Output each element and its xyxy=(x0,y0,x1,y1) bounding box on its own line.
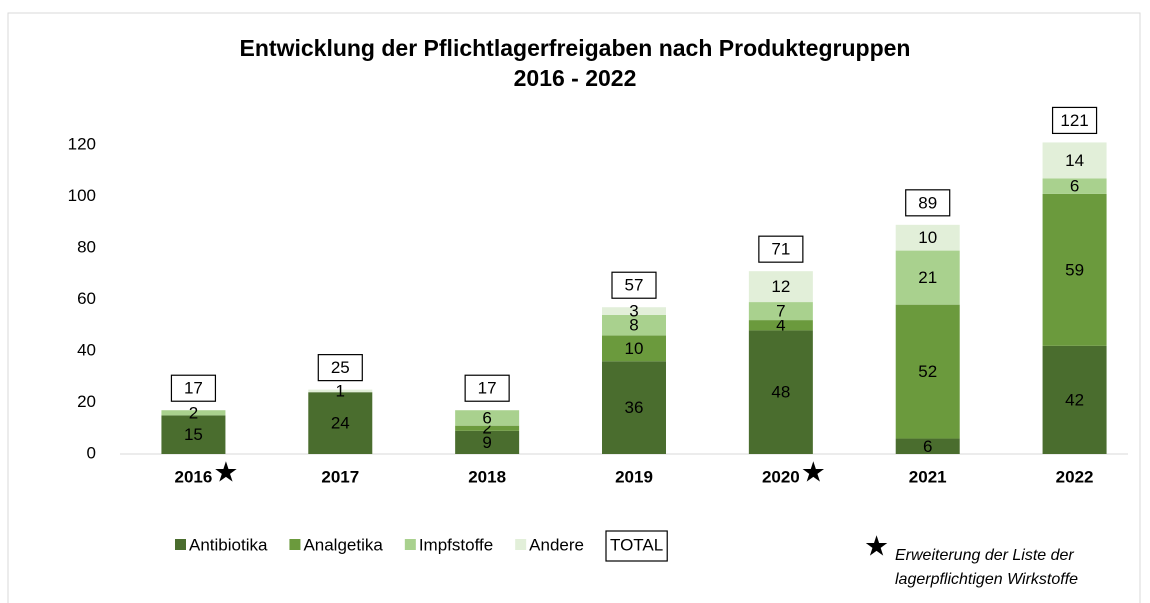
bar-segment xyxy=(895,224,960,251)
legend-swatch xyxy=(515,539,527,550)
chart-frame xyxy=(7,12,1141,603)
y-tick-label: 60 xyxy=(77,289,96,308)
bar-segment xyxy=(895,304,960,439)
data-label: 42 xyxy=(1065,390,1084,409)
bar-segment xyxy=(602,314,666,336)
data-label: 52 xyxy=(918,362,937,381)
total-label: 25 xyxy=(331,358,350,377)
legend-label: Impfstoffe xyxy=(419,535,493,554)
x-tick-label: 2016 xyxy=(175,467,213,486)
bar-segment xyxy=(308,392,373,454)
total-box xyxy=(317,354,363,382)
legend-swatch xyxy=(175,539,186,550)
total-box xyxy=(170,374,217,402)
x-tick-label: 2018 xyxy=(468,467,506,486)
footnote: Erweiterung der Liste der xyxy=(895,547,1074,564)
y-tick-label: 80 xyxy=(77,237,96,256)
data-label: 21 xyxy=(918,268,937,287)
data-label: 6 xyxy=(1070,177,1079,196)
x-tick-label: 2017 xyxy=(321,467,359,486)
y-tick-label: 0 xyxy=(87,443,96,462)
total-label: 17 xyxy=(478,379,497,398)
data-label: 8 xyxy=(629,316,638,335)
y-tick-label: 100 xyxy=(68,186,96,205)
marker-star: ★ xyxy=(213,456,238,487)
total-label: 57 xyxy=(625,276,644,295)
data-label: 14 xyxy=(1065,151,1084,170)
data-label: 24 xyxy=(331,414,350,433)
y-tick-label: 120 xyxy=(68,134,96,153)
data-label: 59 xyxy=(1065,260,1084,279)
bar-segment xyxy=(308,389,373,393)
y-tick-label: 40 xyxy=(77,340,96,359)
legend-swatch xyxy=(289,539,301,550)
total-label: 71 xyxy=(771,240,790,259)
bar-segment xyxy=(748,302,813,321)
bar-segment xyxy=(1042,178,1107,194)
bar-segment xyxy=(1042,345,1107,454)
legend-label: Andere xyxy=(529,535,584,554)
bar-segment xyxy=(161,410,226,416)
legend-label: TOTAL xyxy=(610,535,663,554)
bar-segment xyxy=(602,335,666,362)
data-label: 10 xyxy=(918,228,937,247)
chart-title: Entwicklung der Pflichtlagerfreigaben na… xyxy=(240,35,911,61)
bar-segment xyxy=(748,320,813,331)
bar-segment xyxy=(455,430,520,454)
bar-segment xyxy=(1042,142,1107,179)
footnote: lagerpflichtigen Wirkstoffe xyxy=(895,571,1078,588)
bar-segment xyxy=(455,425,520,431)
y-tick-label: 20 xyxy=(77,392,96,411)
data-label: 4 xyxy=(776,316,785,335)
bar-segment xyxy=(602,307,666,315)
marker-star: ★ xyxy=(801,456,826,487)
total-box xyxy=(464,374,510,402)
x-tick-label: 2021 xyxy=(909,467,947,486)
total-box xyxy=(758,235,804,263)
bar-segment xyxy=(161,415,226,454)
bar-segment xyxy=(748,330,813,454)
bar-segment xyxy=(748,271,813,303)
data-label: 36 xyxy=(625,398,644,417)
total-label: 17 xyxy=(184,379,203,398)
total-label: 121 xyxy=(1060,111,1088,130)
data-label: 1 xyxy=(336,381,345,400)
total-box xyxy=(611,271,657,299)
bar-segment xyxy=(455,410,520,426)
legend-total-box xyxy=(605,530,668,562)
legend-swatch xyxy=(404,539,416,550)
bar-segment xyxy=(895,250,960,305)
data-label: 3 xyxy=(629,302,638,321)
data-label: 2 xyxy=(482,419,491,438)
data-label: 15 xyxy=(184,425,203,444)
data-label: 7 xyxy=(776,302,785,321)
chart-title: 2016 - 2022 xyxy=(514,65,637,91)
legend-label: Analgetika xyxy=(303,535,383,554)
data-label: 6 xyxy=(923,437,932,456)
footnote-star: ★ xyxy=(864,530,889,561)
data-label: 6 xyxy=(482,408,491,427)
total-box xyxy=(905,189,951,217)
total-box xyxy=(1051,106,1098,135)
x-tick-label: 2020 xyxy=(762,467,800,486)
bar-segment xyxy=(1042,193,1107,346)
legend-label: Antibiotika xyxy=(189,535,268,554)
data-label: 9 xyxy=(482,433,491,452)
bar-segment xyxy=(895,438,960,454)
data-label: 12 xyxy=(771,277,790,296)
total-label: 89 xyxy=(918,193,937,212)
x-tick-label: 2022 xyxy=(1056,467,1094,486)
x-tick-label: 2019 xyxy=(615,467,653,486)
data-label: 10 xyxy=(625,339,644,358)
data-label: 2 xyxy=(189,403,198,422)
bar-segment xyxy=(602,361,666,454)
data-label: 48 xyxy=(771,383,790,402)
